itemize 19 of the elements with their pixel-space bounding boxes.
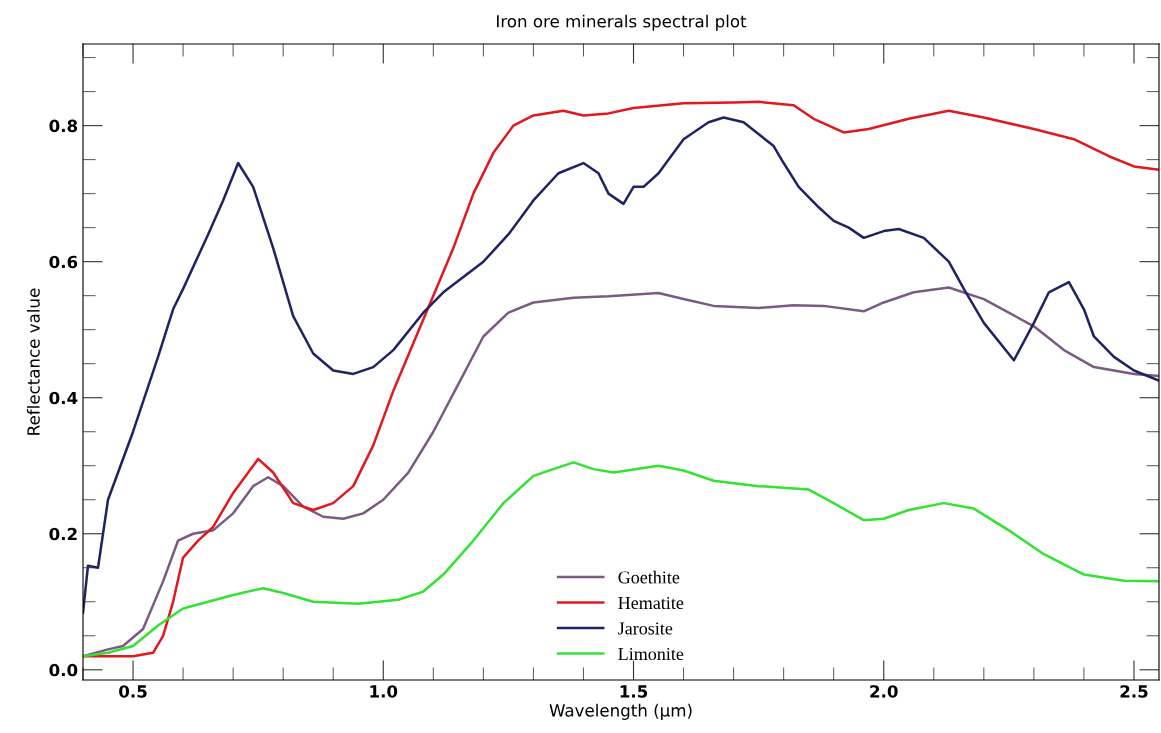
y-tick-label: 0.2	[49, 527, 77, 541]
legend-label: Hematite	[618, 596, 684, 610]
x-tick-label: 1.0	[370, 685, 398, 698]
x-tick-label: 2.0	[870, 685, 898, 698]
x-tick-label: 2.5	[1120, 685, 1148, 698]
legend-label: Jarosite	[618, 622, 673, 635]
y-tick-label: 0.8	[49, 119, 78, 133]
y-tick-label: 0.6	[49, 255, 78, 269]
legend-label: Limonite	[618, 647, 684, 661]
x-axis-title: Wavelength (µm)	[549, 703, 692, 720]
line-series	[83, 286, 1159, 658]
legend-label: Goethite	[618, 570, 680, 584]
chart-title: Iron ore minerals spectral plot	[497, 14, 747, 31]
y-axis-title: Reflectance value	[26, 288, 40, 435]
line-series	[83, 461, 1159, 658]
x-tick-label: 0.5	[119, 685, 147, 698]
y-tick-label: 0.0	[49, 663, 78, 677]
x-tick-label: 1.5	[620, 685, 648, 698]
y-tick-label: 0.4	[49, 391, 78, 405]
